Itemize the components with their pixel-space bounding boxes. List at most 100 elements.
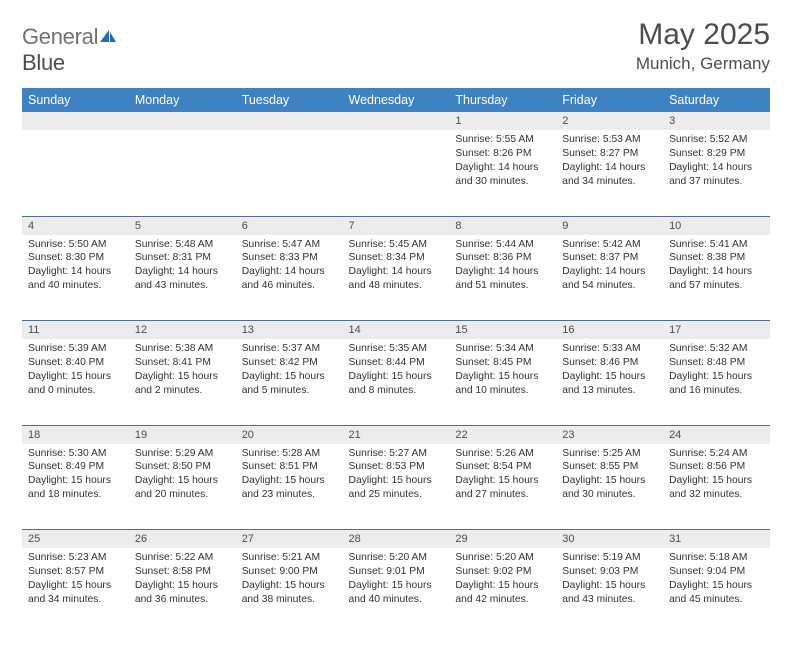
weekday-header: Tuesday xyxy=(236,88,343,112)
day-number-cell: 29 xyxy=(449,530,556,549)
daylight-line: Daylight: 14 hours and 43 minutes. xyxy=(135,265,230,293)
day-number-cell: 23 xyxy=(556,425,663,444)
sunrise-line: Sunrise: 5:18 AM xyxy=(669,551,764,565)
sunset-line: Sunset: 8:51 PM xyxy=(242,460,337,474)
weekday-header: Wednesday xyxy=(343,88,450,112)
day-content-cell: Sunrise: 5:25 AMSunset: 8:55 PMDaylight:… xyxy=(556,444,663,530)
daylight-line: Daylight: 15 hours and 38 minutes. xyxy=(242,579,337,607)
day-content-cell: Sunrise: 5:20 AMSunset: 9:02 PMDaylight:… xyxy=(449,548,556,634)
brand-text: General Blue xyxy=(22,24,118,76)
sunset-line: Sunset: 8:58 PM xyxy=(135,565,230,579)
daylight-line: Daylight: 15 hours and 20 minutes. xyxy=(135,474,230,502)
day-content-cell: Sunrise: 5:44 AMSunset: 8:36 PMDaylight:… xyxy=(449,235,556,321)
sunset-line: Sunset: 8:27 PM xyxy=(562,147,657,161)
daylight-line: Daylight: 15 hours and 34 minutes. xyxy=(28,579,123,607)
sunset-line: Sunset: 8:38 PM xyxy=(669,251,764,265)
daylight-line: Daylight: 14 hours and 51 minutes. xyxy=(455,265,550,293)
day-number-cell: 12 xyxy=(129,321,236,340)
day-number-cell: 21 xyxy=(343,425,450,444)
title-block: May 2025 Munich, Germany xyxy=(636,18,770,74)
day-content-cell: Sunrise: 5:23 AMSunset: 8:57 PMDaylight:… xyxy=(22,548,129,634)
day-content-row: Sunrise: 5:50 AMSunset: 8:30 PMDaylight:… xyxy=(22,235,770,321)
day-number-row: 25262728293031 xyxy=(22,530,770,549)
day-number-cell: 17 xyxy=(663,321,770,340)
sunset-line: Sunset: 8:42 PM xyxy=(242,356,337,370)
day-content-cell: Sunrise: 5:38 AMSunset: 8:41 PMDaylight:… xyxy=(129,339,236,425)
day-number-cell: 27 xyxy=(236,530,343,549)
sunset-line: Sunset: 8:34 PM xyxy=(349,251,444,265)
day-content-cell: Sunrise: 5:21 AMSunset: 9:00 PMDaylight:… xyxy=(236,548,343,634)
day-content-cell: Sunrise: 5:41 AMSunset: 8:38 PMDaylight:… xyxy=(663,235,770,321)
weekday-header: Saturday xyxy=(663,88,770,112)
sunrise-line: Sunrise: 5:35 AM xyxy=(349,342,444,356)
sunrise-line: Sunrise: 5:25 AM xyxy=(562,447,657,461)
month-title: May 2025 xyxy=(636,18,770,52)
daylight-line: Daylight: 15 hours and 13 minutes. xyxy=(562,370,657,398)
weekday-header: Monday xyxy=(129,88,236,112)
sunset-line: Sunset: 8:48 PM xyxy=(669,356,764,370)
weekday-header: Thursday xyxy=(449,88,556,112)
day-content-cell xyxy=(22,130,129,216)
day-number-cell: 25 xyxy=(22,530,129,549)
day-content-cell xyxy=(129,130,236,216)
daylight-line: Daylight: 15 hours and 10 minutes. xyxy=(455,370,550,398)
day-number-cell: 13 xyxy=(236,321,343,340)
day-number-cell: 31 xyxy=(663,530,770,549)
day-number-cell: 5 xyxy=(129,216,236,235)
day-content-cell: Sunrise: 5:29 AMSunset: 8:50 PMDaylight:… xyxy=(129,444,236,530)
day-number-cell: 11 xyxy=(22,321,129,340)
sunset-line: Sunset: 8:36 PM xyxy=(455,251,550,265)
day-number-cell: 4 xyxy=(22,216,129,235)
day-content-cell: Sunrise: 5:18 AMSunset: 9:04 PMDaylight:… xyxy=(663,548,770,634)
sunset-line: Sunset: 8:45 PM xyxy=(455,356,550,370)
sunrise-line: Sunrise: 5:52 AM xyxy=(669,133,764,147)
day-content-row: Sunrise: 5:55 AMSunset: 8:26 PMDaylight:… xyxy=(22,130,770,216)
daylight-line: Daylight: 14 hours and 37 minutes. xyxy=(669,161,764,189)
sail-icon xyxy=(98,28,118,44)
daylight-line: Daylight: 15 hours and 2 minutes. xyxy=(135,370,230,398)
sunrise-line: Sunrise: 5:37 AM xyxy=(242,342,337,356)
day-number-cell: 26 xyxy=(129,530,236,549)
sunrise-line: Sunrise: 5:23 AM xyxy=(28,551,123,565)
sunset-line: Sunset: 8:31 PM xyxy=(135,251,230,265)
sunset-line: Sunset: 8:49 PM xyxy=(28,460,123,474)
sunset-line: Sunset: 9:03 PM xyxy=(562,565,657,579)
day-content-cell: Sunrise: 5:33 AMSunset: 8:46 PMDaylight:… xyxy=(556,339,663,425)
sunset-line: Sunset: 9:02 PM xyxy=(455,565,550,579)
day-number-cell: 16 xyxy=(556,321,663,340)
day-content-cell: Sunrise: 5:55 AMSunset: 8:26 PMDaylight:… xyxy=(449,130,556,216)
daylight-line: Daylight: 15 hours and 40 minutes. xyxy=(349,579,444,607)
day-content-row: Sunrise: 5:23 AMSunset: 8:57 PMDaylight:… xyxy=(22,548,770,634)
daylight-line: Daylight: 15 hours and 36 minutes. xyxy=(135,579,230,607)
day-number-cell: 18 xyxy=(22,425,129,444)
sunset-line: Sunset: 8:50 PM xyxy=(135,460,230,474)
daylight-line: Daylight: 14 hours and 30 minutes. xyxy=(455,161,550,189)
day-number-cell: 22 xyxy=(449,425,556,444)
day-number-cell: 30 xyxy=(556,530,663,549)
day-content-cell: Sunrise: 5:19 AMSunset: 9:03 PMDaylight:… xyxy=(556,548,663,634)
day-number-row: 45678910 xyxy=(22,216,770,235)
daylight-line: Daylight: 14 hours and 40 minutes. xyxy=(28,265,123,293)
sunrise-line: Sunrise: 5:42 AM xyxy=(562,238,657,252)
sunset-line: Sunset: 8:37 PM xyxy=(562,251,657,265)
calendar-body: 123Sunrise: 5:55 AMSunset: 8:26 PMDaylig… xyxy=(22,112,770,634)
sunrise-line: Sunrise: 5:55 AM xyxy=(455,133,550,147)
day-number-cell: 8 xyxy=(449,216,556,235)
day-content-cell: Sunrise: 5:45 AMSunset: 8:34 PMDaylight:… xyxy=(343,235,450,321)
day-content-cell: Sunrise: 5:24 AMSunset: 8:56 PMDaylight:… xyxy=(663,444,770,530)
sunrise-line: Sunrise: 5:34 AM xyxy=(455,342,550,356)
sunset-line: Sunset: 8:46 PM xyxy=(562,356,657,370)
day-number-cell xyxy=(343,112,450,130)
day-number-cell: 20 xyxy=(236,425,343,444)
brand-blue: Blue xyxy=(22,50,65,75)
daylight-line: Daylight: 15 hours and 5 minutes. xyxy=(242,370,337,398)
day-number-cell: 14 xyxy=(343,321,450,340)
day-content-cell: Sunrise: 5:42 AMSunset: 8:37 PMDaylight:… xyxy=(556,235,663,321)
sunset-line: Sunset: 8:40 PM xyxy=(28,356,123,370)
sunset-line: Sunset: 8:53 PM xyxy=(349,460,444,474)
sunrise-line: Sunrise: 5:24 AM xyxy=(669,447,764,461)
weekday-header: Friday xyxy=(556,88,663,112)
day-number-cell: 15 xyxy=(449,321,556,340)
day-content-row: Sunrise: 5:30 AMSunset: 8:49 PMDaylight:… xyxy=(22,444,770,530)
day-content-cell xyxy=(236,130,343,216)
